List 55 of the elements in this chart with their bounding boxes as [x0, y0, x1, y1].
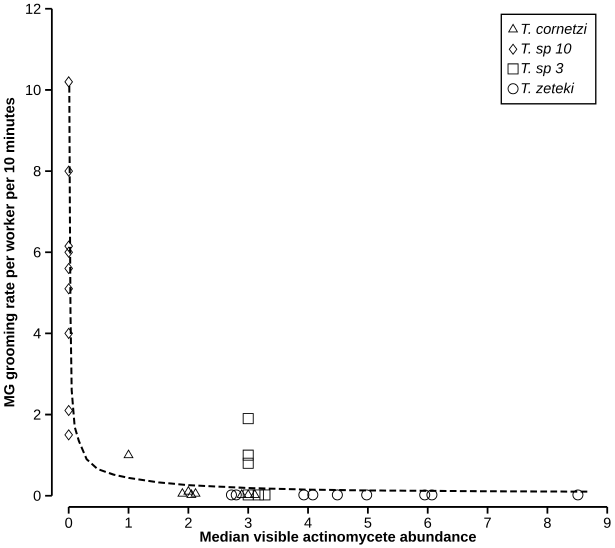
y-tick-label: 2	[34, 409, 40, 420]
point	[64, 283, 73, 294]
point	[64, 262, 73, 274]
point	[242, 412, 254, 424]
point	[124, 449, 134, 458]
point	[190, 488, 200, 496]
point	[243, 489, 254, 498]
point	[361, 489, 372, 500]
legend-label: T. sp 10	[522, 43, 572, 56]
y-tick-label: 8	[34, 166, 41, 176]
point	[64, 246, 73, 258]
x-tick-label: 3	[244, 517, 252, 528]
point	[307, 489, 318, 500]
point	[64, 240, 73, 252]
x-tick-label: 2	[185, 517, 192, 528]
y-tick-label: 0	[34, 490, 41, 501]
x-tick-label: 7	[484, 517, 491, 528]
x-tick-label: 6	[424, 517, 432, 528]
legend-label: T. sp 3	[522, 62, 564, 76]
point	[64, 429, 73, 440]
point	[250, 489, 260, 498]
point	[242, 449, 254, 460]
x-tick-label: 4	[304, 517, 312, 528]
x-axis-title: Median visible actinomycete abundance	[200, 530, 476, 544]
y-axis-title: MG grooming rate per worker per 10 minutes	[4, 98, 18, 406]
point	[226, 489, 237, 500]
y-tick-label: 6	[34, 246, 41, 258]
point	[242, 489, 254, 500]
y-tick-label: 4	[33, 328, 41, 338]
x-tick-label: 5	[364, 517, 372, 528]
x-tick-label: 9	[604, 517, 611, 528]
point	[64, 76, 73, 88]
point	[426, 489, 438, 500]
legend-label: T. cornetzi	[522, 23, 588, 34]
point	[64, 404, 73, 416]
y-tick-label: 12	[26, 4, 40, 14]
point	[184, 486, 194, 494]
point	[236, 489, 246, 498]
point	[298, 489, 310, 500]
legend-label: T. zeteki	[522, 82, 574, 94]
point	[259, 489, 270, 500]
point	[178, 488, 188, 496]
point	[419, 489, 430, 500]
x-tick-label: 1	[126, 517, 132, 528]
x-tick-label: 8	[544, 517, 551, 528]
point	[252, 489, 264, 500]
point	[332, 489, 343, 500]
point	[186, 489, 196, 498]
y-tick-label: 10	[26, 84, 41, 95]
point	[230, 489, 242, 500]
point	[572, 489, 584, 500]
x-tick-label: 0	[65, 517, 72, 528]
point	[64, 328, 73, 339]
point	[242, 458, 254, 469]
point	[64, 165, 73, 176]
